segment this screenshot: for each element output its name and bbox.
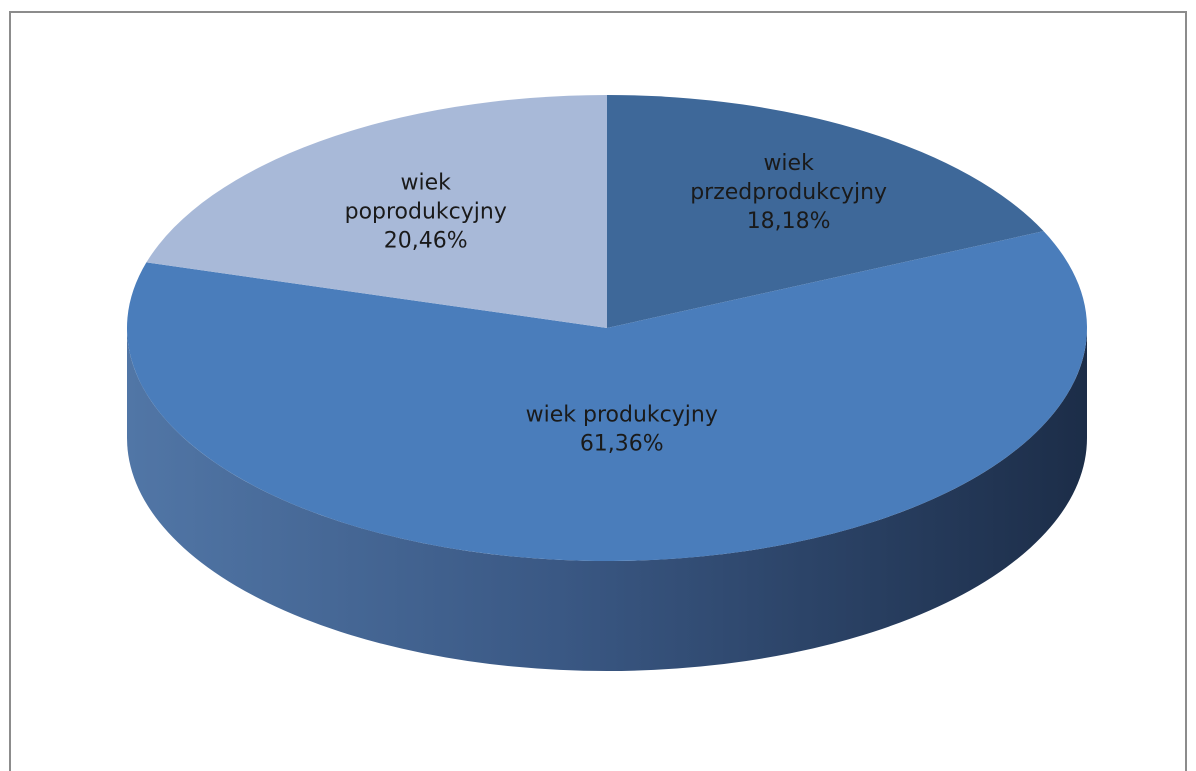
pie-slice-wiek-poprodukcyjny: [146, 95, 607, 328]
slice-value: 61,36%: [580, 431, 664, 456]
slice-name-line: wiek: [401, 171, 452, 196]
slice-name-line: przedprodukcyjny: [690, 180, 887, 205]
pie-side-wall: [127, 328, 1087, 671]
pie-slice-wiek-przedprodukcyjny: [607, 95, 1044, 328]
pie-slice-wiek-produkcyjny: [127, 231, 1088, 561]
slice-label-wiek-poprodukcyjny: wiek poprodukcyjny 20,46%: [345, 171, 507, 254]
slice-name-line: wiek: [763, 151, 814, 176]
slice-name-line: wiek produkcyjny: [526, 402, 718, 427]
slice-value: 20,46%: [384, 229, 468, 254]
pie-sides: [127, 328, 1087, 671]
pie-tops: [127, 95, 1088, 561]
slice-name-line: poprodukcyjny: [345, 200, 507, 225]
slice-value: 18,18%: [747, 209, 831, 234]
slice-label-wiek-przedprodukcyjny: wiek przedprodukcyjny 18,18%: [690, 151, 887, 234]
slice-label-wiek-produkcyjny: wiek produkcyjny 61,36%: [526, 402, 718, 456]
pie-labels: wiek przedprodukcyjny 18,18% wiek produkcyj…: [345, 151, 887, 457]
